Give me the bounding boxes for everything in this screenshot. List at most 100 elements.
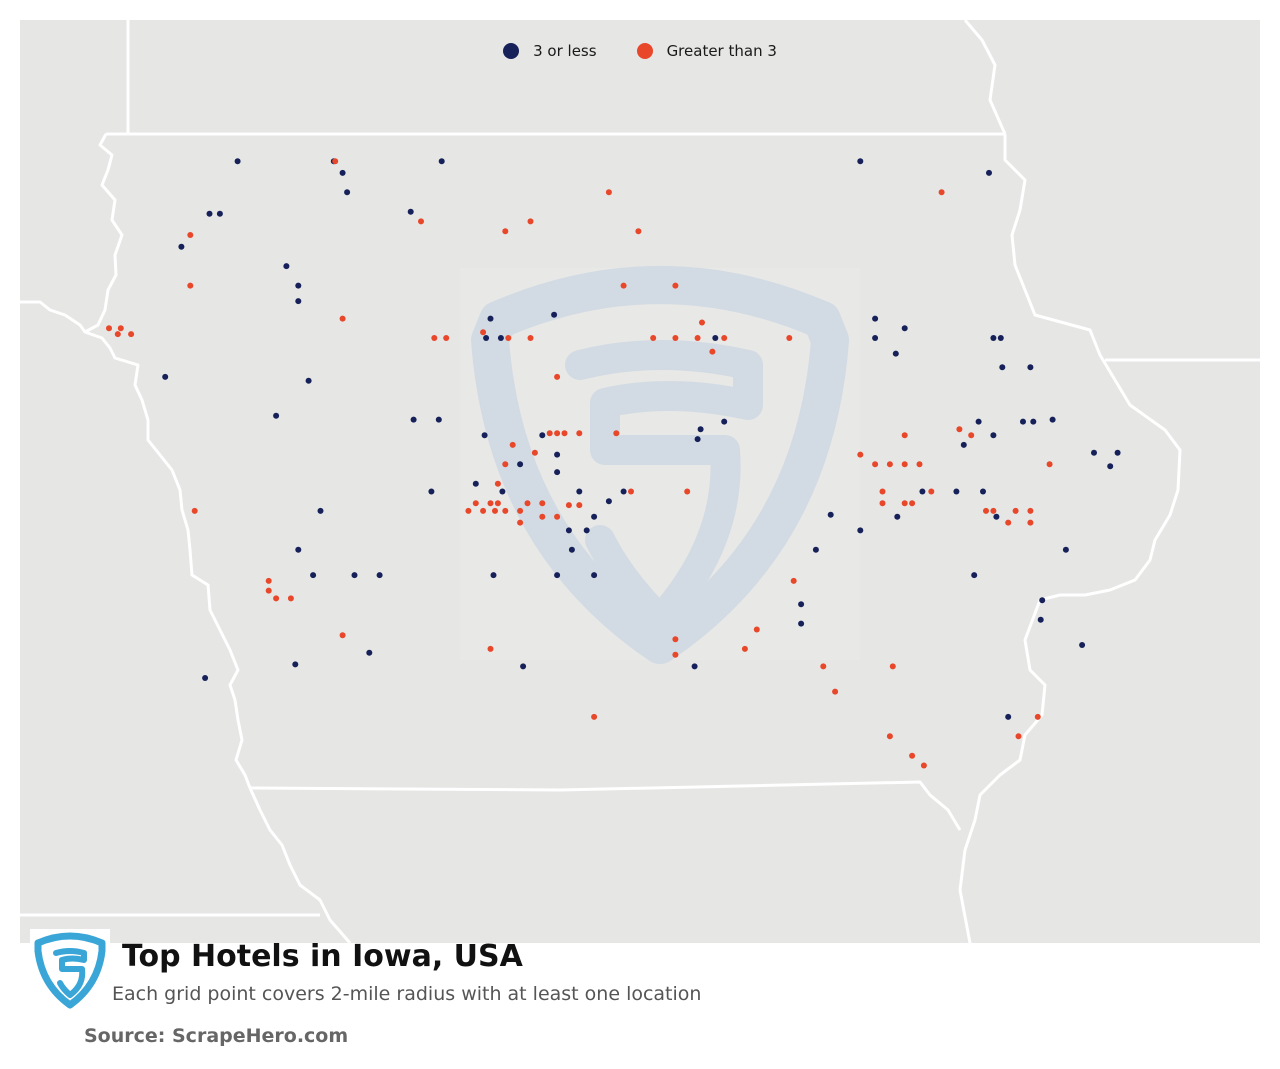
map-source: Source: ScrapeHero.com: [84, 1025, 349, 1047]
map-point-high: [465, 507, 472, 514]
legend-swatch-low: [503, 43, 520, 59]
map-point-low: [990, 432, 997, 439]
map-point-low: [554, 469, 561, 476]
map-point-high: [527, 218, 534, 225]
map-point-low: [410, 416, 417, 423]
map-point-high: [832, 688, 839, 695]
legend-item-low[interactable]: 3 or less: [503, 42, 597, 60]
map-area[interactable]: 3 or less Greater than 3: [20, 20, 1260, 943]
map-point-low: [620, 488, 627, 495]
map-point-high: [886, 733, 893, 740]
map-point-low: [438, 158, 445, 165]
map-point-high: [472, 500, 479, 507]
wisconsin-border: [963, 20, 1007, 135]
map-point-high: [494, 480, 501, 487]
map-point-high: [265, 587, 272, 594]
map-point-high: [1027, 519, 1034, 526]
map-point-low: [376, 572, 383, 579]
map-point-low: [497, 335, 504, 341]
map-point-low: [872, 315, 879, 322]
map-point-low: [206, 210, 213, 217]
map-point-low: [857, 527, 864, 534]
scrapehero-shield-logo-icon: [30, 929, 110, 1009]
map-point-high: [920, 762, 927, 769]
map-point-high: [938, 189, 945, 196]
map-point-high: [191, 507, 198, 514]
map-point-high: [480, 329, 487, 336]
map-point-high: [901, 461, 908, 468]
map-point-low: [919, 488, 926, 495]
map-subtitle: Each grid point covers 2-mile radius wit…: [112, 983, 702, 1005]
map-point-low: [1049, 416, 1056, 423]
map-point-high: [886, 461, 893, 468]
map-point-low: [317, 507, 324, 514]
legend-label-high: Greater than 3: [666, 42, 777, 60]
map-point-high: [741, 645, 748, 652]
map-point-low: [1037, 616, 1044, 623]
map-point-high: [790, 577, 797, 584]
map-point-high: [546, 430, 553, 437]
map-point-low: [310, 572, 317, 579]
map-point-low: [892, 350, 899, 357]
map-point-low: [178, 243, 185, 250]
map-point-high: [753, 626, 760, 633]
map-point-high: [650, 335, 657, 341]
map-point-high: [613, 430, 620, 437]
map-point-low: [472, 480, 479, 487]
map-point-low: [993, 513, 1000, 520]
map-point-low: [1027, 364, 1034, 371]
map-point-low: [499, 488, 506, 495]
map-point-high: [1012, 507, 1019, 514]
map-point-high: [531, 449, 538, 456]
map-point-high: [339, 632, 346, 639]
map-point-low: [986, 169, 992, 176]
map-point-low: [980, 488, 986, 495]
map-point-high: [106, 325, 112, 332]
map-point-high: [1034, 713, 1041, 720]
map-point-low: [520, 663, 527, 670]
map-point-high: [565, 502, 572, 509]
map-point-high: [721, 335, 728, 341]
map-point-high: [699, 319, 705, 326]
map-point-high: [187, 232, 194, 238]
map-point-high: [916, 461, 923, 468]
map-point-low: [554, 572, 561, 579]
map-point-low: [568, 546, 575, 553]
map-point-low: [721, 418, 728, 425]
legend-item-high[interactable]: Greater than 3: [636, 42, 777, 60]
map-point-low: [483, 335, 490, 341]
map-point-high: [509, 441, 516, 448]
map-point-high: [187, 282, 194, 289]
map-point-high: [554, 430, 561, 437]
map-point-high: [524, 500, 531, 507]
map-point-low: [694, 436, 701, 443]
map-point-high: [117, 325, 124, 332]
map-point-low: [517, 461, 524, 468]
map-point-high: [487, 500, 494, 507]
map-point-high: [820, 663, 827, 670]
map-point-low: [407, 208, 414, 215]
map-point-high: [968, 432, 975, 439]
map-point-high: [539, 500, 546, 507]
map-point-low: [591, 513, 598, 520]
map-point-high: [635, 228, 642, 235]
map-point-low: [894, 513, 901, 520]
map-point-high: [431, 335, 438, 341]
map-point-low: [576, 488, 583, 495]
nebraska-north-border: [20, 300, 87, 333]
map-point-low: [691, 663, 698, 670]
map-point-high: [872, 461, 879, 468]
map-point-low: [273, 412, 280, 419]
map-point-high: [786, 335, 793, 341]
map-point-high: [128, 331, 135, 338]
map-point-high: [554, 513, 561, 520]
map-point-high: [114, 331, 121, 338]
legend: 3 or less Greater than 3: [20, 42, 1260, 60]
map-point-high: [487, 645, 494, 652]
points-low-layer: [162, 158, 1121, 720]
map-point-high: [879, 500, 886, 507]
map-point-low: [857, 158, 864, 165]
map-point-low: [295, 282, 302, 289]
state-borders: [20, 20, 1260, 943]
map-point-low: [1062, 546, 1069, 553]
